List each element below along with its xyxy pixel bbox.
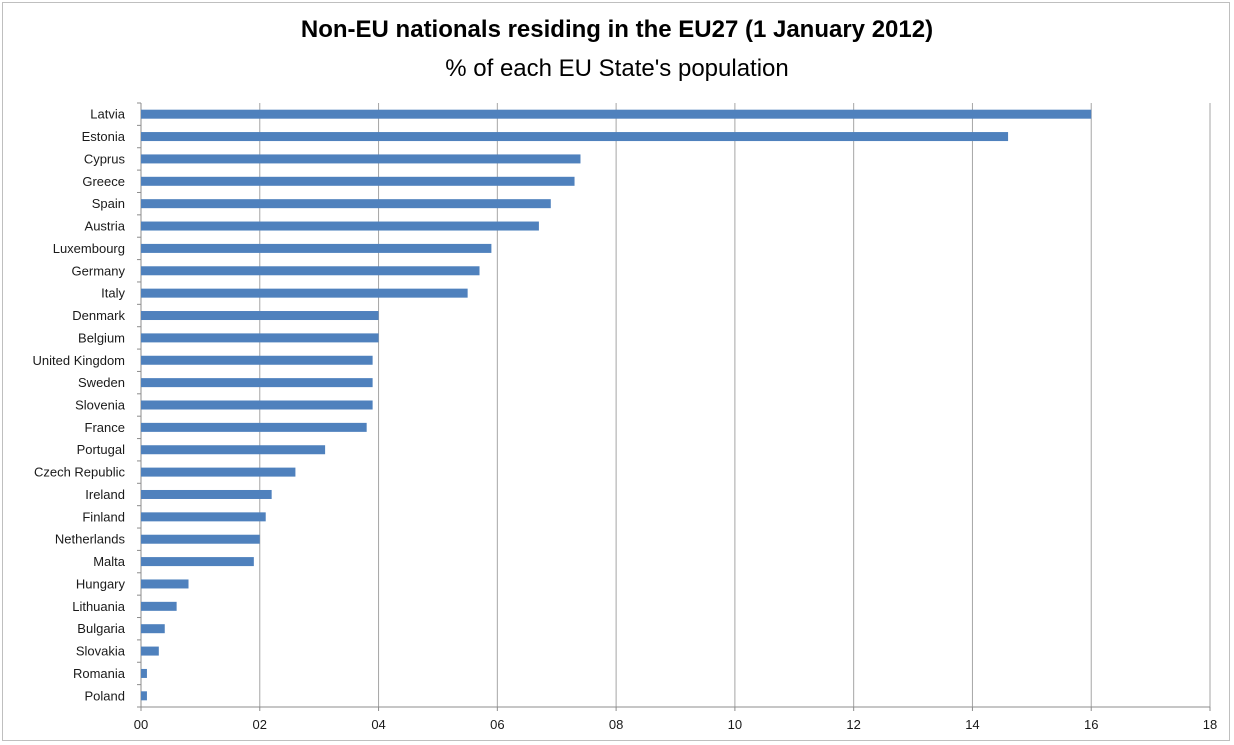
x-tick-label: 02 xyxy=(253,717,267,732)
bar xyxy=(141,646,159,656)
bar xyxy=(141,512,266,522)
x-tick-label: 10 xyxy=(728,717,742,732)
category-label: Denmark xyxy=(72,308,125,323)
x-tick-label: 18 xyxy=(1203,717,1217,732)
bar xyxy=(141,199,551,209)
category-label: France xyxy=(85,420,125,435)
category-label: Cyprus xyxy=(84,151,126,166)
bar xyxy=(141,221,539,231)
bar xyxy=(141,489,272,499)
bar xyxy=(141,132,1009,142)
bar xyxy=(141,467,296,477)
category-label: Belgium xyxy=(78,330,125,345)
bar xyxy=(141,378,373,388)
bar xyxy=(141,557,254,567)
bar xyxy=(141,668,147,678)
chart-title: Non-EU nationals residing in the EU27 (1… xyxy=(300,16,934,43)
x-tick-label: 08 xyxy=(609,717,623,732)
bar xyxy=(141,243,492,253)
x-tick-label: 04 xyxy=(371,717,385,732)
bar xyxy=(141,579,189,589)
bar xyxy=(141,333,379,343)
category-label: Ireland xyxy=(85,487,125,502)
x-tick-label: 14 xyxy=(965,717,979,732)
category-label: Greece xyxy=(82,174,125,189)
bar xyxy=(141,601,177,611)
category-label: Hungary xyxy=(76,576,126,591)
category-label: Lithuania xyxy=(72,599,126,614)
bar xyxy=(141,355,373,365)
category-label: Portugal xyxy=(77,442,126,457)
bar xyxy=(141,445,326,455)
category-label: Spain xyxy=(92,196,125,211)
bar xyxy=(141,422,367,432)
bar xyxy=(141,534,260,544)
x-tick-label: 06 xyxy=(490,717,504,732)
x-tick-label: 16 xyxy=(1084,717,1098,732)
category-label: Italy xyxy=(101,286,125,301)
category-label: Sweden xyxy=(78,375,125,390)
category-label: Bulgaria xyxy=(77,621,125,636)
bar xyxy=(141,176,575,186)
x-tick-label: 12 xyxy=(846,717,860,732)
category-label: Luxembourg xyxy=(53,241,125,256)
chart-subtitle: % of each EU State's population xyxy=(445,55,789,82)
category-label: Austria xyxy=(85,219,126,234)
category-label: Netherlands xyxy=(55,532,126,547)
category-label: United Kingdom xyxy=(33,353,126,368)
bar xyxy=(141,266,480,276)
category-label: Malta xyxy=(93,554,126,569)
bar xyxy=(141,400,373,410)
category-label: Romania xyxy=(73,666,126,681)
category-label: Germany xyxy=(72,263,126,278)
category-label: Finland xyxy=(82,509,125,524)
category-label: Czech Republic xyxy=(34,465,126,480)
category-label: Latvia xyxy=(90,107,125,122)
category-label: Poland xyxy=(85,688,125,703)
bar xyxy=(141,624,165,634)
bar xyxy=(141,154,581,164)
bar xyxy=(141,288,468,298)
category-label: Slovenia xyxy=(75,398,126,413)
category-label: Slovakia xyxy=(76,644,126,659)
bar xyxy=(141,691,147,701)
x-tick-label: 00 xyxy=(134,717,148,732)
bar xyxy=(141,109,1092,119)
category-label: Estonia xyxy=(82,129,126,144)
bar xyxy=(141,311,379,321)
